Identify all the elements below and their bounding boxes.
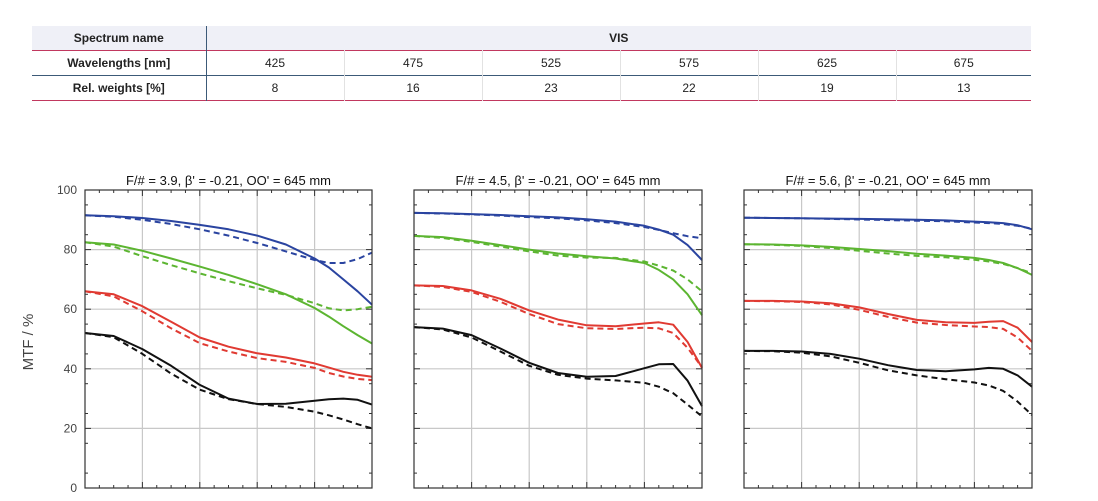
wavelengths-header: Wavelengths [nm] <box>32 50 207 76</box>
y-tick-label: 20 <box>64 421 78 435</box>
chart-title: F/# = 4.5, β' = -0.21, OO' = 645 mm <box>455 173 660 188</box>
blue-dashed-mtf-line <box>743 216 1033 230</box>
chart-title: F/# = 3.9, β' = -0.21, OO' = 645 mm <box>126 173 331 188</box>
black-dashed-mtf-line <box>743 349 1033 416</box>
weight-cell: 13 <box>957 81 971 95</box>
spectrum-name-value: VIS <box>206 26 1031 51</box>
y-tick-label: 0 <box>70 481 77 495</box>
black-solid-mtf-line <box>84 332 373 406</box>
weights-row: Rel. weights [%] 8 16 23 22 19 13 <box>32 75 1031 101</box>
spectrum-name-row: Spectrum name VIS <box>32 26 1031 51</box>
wavelength-cell: 525 <box>482 50 621 76</box>
black-dashed-mtf-line <box>413 326 703 418</box>
red-solid-mtf-line <box>413 284 703 369</box>
green-solid-mtf-line <box>743 243 1033 276</box>
green-solid-mtf-line <box>84 241 373 345</box>
black-solid-mtf-line <box>413 326 703 407</box>
wavelength-cell: 475 <box>344 50 483 76</box>
wavelength-cell: 675 <box>953 56 974 70</box>
black-dashed-mtf-line <box>84 332 373 430</box>
wavelengths-row: Wavelengths [nm] 425 475 525 575 625 675 <box>32 50 1031 76</box>
wavelength-cell: 575 <box>620 50 759 76</box>
blue-dashed-mtf-line <box>413 211 703 240</box>
weight-cell: 22 <box>620 75 759 101</box>
weight-cell: 19 <box>758 75 897 101</box>
red-dashed-mtf-line <box>743 299 1033 352</box>
wavelength-cell: 425 <box>206 50 345 76</box>
green-solid-mtf-line <box>413 234 703 316</box>
y-tick-label: 40 <box>64 362 78 376</box>
red-dashed-mtf-line <box>84 290 373 382</box>
green-dashed-mtf-line <box>413 234 703 293</box>
weight-cell: 16 <box>344 75 483 101</box>
plot-frame <box>84 189 373 489</box>
wavelength-cell: 625 <box>758 50 897 76</box>
green-dashed-mtf-line <box>743 243 1033 275</box>
black-solid-mtf-line <box>744 349 1033 388</box>
blue-solid-mtf-line <box>84 214 373 306</box>
plot-frame <box>413 189 703 489</box>
spectrum-table: Spectrum name VIS Wavelengths [nm] 425 4… <box>32 26 1031 101</box>
red-solid-mtf-line <box>84 290 373 378</box>
weight-cell: 8 <box>206 75 345 101</box>
y-tick-label: 80 <box>64 243 78 257</box>
weights-header: Rel. weights [%] <box>32 75 207 101</box>
blue-dashed-mtf-line <box>84 214 373 264</box>
plot-frame <box>743 189 1033 489</box>
spectrum-name-header: Spectrum name <box>32 26 207 51</box>
blue-solid-mtf-line <box>413 211 703 261</box>
y-tick-label: 100 <box>57 183 77 197</box>
red-solid-mtf-line <box>744 299 1033 343</box>
chart-title: F/# = 5.6, β' = -0.21, OO' = 645 mm <box>785 173 990 188</box>
y-tick-label: 60 <box>64 302 78 316</box>
red-dashed-mtf-line <box>413 284 703 368</box>
weight-cell: 23 <box>482 75 621 101</box>
